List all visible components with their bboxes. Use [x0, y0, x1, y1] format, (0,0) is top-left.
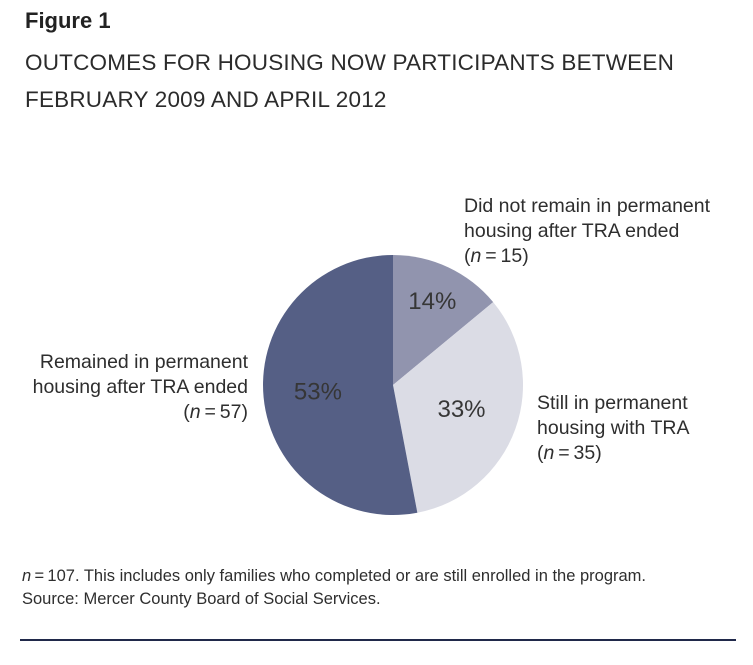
- slice-label-n: (n = 15): [464, 245, 529, 267]
- figure-title-line-2: FEBRUARY 2009 AND APRIL 2012: [25, 87, 387, 112]
- pie-percent-label-2: 53%: [294, 379, 342, 406]
- bottom-divider: [20, 639, 736, 641]
- slice-label-did-not-remain: Did not remain in permanent housing afte…: [464, 194, 734, 269]
- slice-label-remained: Remained in permanent housing after TRA …: [24, 350, 248, 425]
- slice-label-line: Did not remain in permanent: [464, 195, 711, 217]
- pie-slice-2: [263, 255, 418, 515]
- slice-label-line: housing after TRA ended: [464, 220, 680, 242]
- slice-label-n: (n = 57): [183, 401, 248, 423]
- pie-percent-label-0: 14%: [408, 288, 456, 315]
- slice-label-line: Still in permanent: [537, 392, 688, 414]
- note-sample-size: n = 107. This includes only families who…: [22, 567, 647, 585]
- figure-title: OUTCOMES FOR HOUSING NOW PARTICIPANTS BE…: [25, 44, 674, 118]
- slice-label-n: (n = 35): [537, 442, 602, 464]
- slice-label-line: housing with TRA: [537, 417, 690, 439]
- slice-label-still-in-housing: Still in permanent housing with TRA (n =…: [537, 391, 742, 466]
- figure-notes: n = 107. This includes only families who…: [22, 565, 646, 611]
- pie-slice-1: [393, 302, 524, 513]
- slice-label-line: Remained in permanent: [39, 351, 248, 373]
- note-source: Source: Mercer County Board of Social Se…: [22, 590, 381, 608]
- figure-number-label: Figure 1: [25, 8, 111, 33]
- pie-slice-0: [393, 255, 494, 385]
- pie-percent-label-1: 33%: [437, 396, 485, 423]
- slice-label-line: housing after TRA ended: [32, 376, 248, 398]
- pie-chart: 14% 33% 53%: [263, 255, 524, 515]
- figure-title-line-1: OUTCOMES FOR HOUSING NOW PARTICIPANTS BE…: [25, 50, 675, 75]
